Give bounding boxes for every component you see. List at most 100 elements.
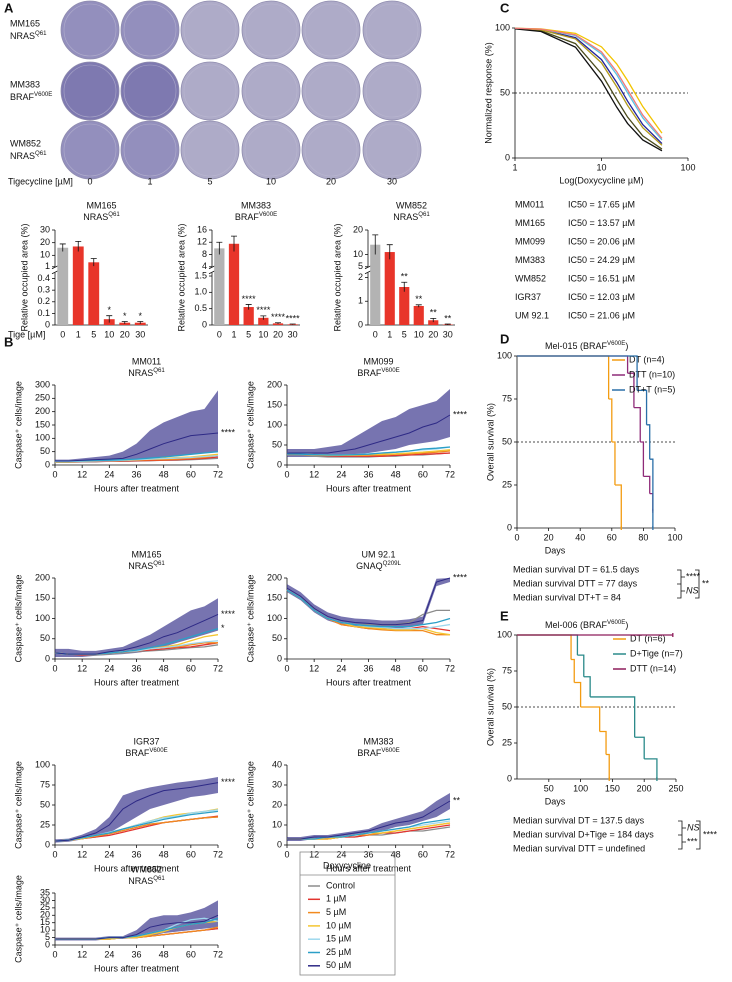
chart-subtitle: NRASQ61 bbox=[128, 560, 165, 571]
chart-subtitle: BRAFV600E bbox=[357, 747, 399, 758]
chart-title: WM852 bbox=[396, 200, 427, 210]
significance-label: **** bbox=[256, 305, 271, 315]
axis-break bbox=[208, 270, 216, 275]
x-tick-label: 100 bbox=[573, 783, 588, 793]
x-tick-label: 30 bbox=[135, 329, 145, 339]
series-line bbox=[55, 432, 219, 462]
x-tick-label: 36 bbox=[131, 663, 141, 673]
superscript: Q61 bbox=[153, 560, 165, 567]
colony-plate bbox=[241, 0, 301, 60]
bar bbox=[258, 317, 269, 325]
x-tick-label: 12 bbox=[77, 469, 87, 479]
significance-label: **** bbox=[703, 829, 718, 839]
chart-subtitle: NRASQ61 bbox=[128, 367, 165, 378]
colony-plate bbox=[120, 120, 180, 180]
error-bar bbox=[106, 315, 113, 323]
survival-step bbox=[599, 730, 607, 755]
chart-subtitle: NRASQ61 bbox=[393, 211, 430, 222]
survival-step bbox=[643, 475, 651, 494]
y-tick-label: 1.0 bbox=[194, 287, 207, 297]
chart-title: MM165 bbox=[131, 549, 161, 559]
y-tick-label: 20 bbox=[272, 799, 282, 809]
significance-label: *** bbox=[687, 836, 698, 846]
y-axis-label: Relative occupied area (%) bbox=[176, 223, 186, 331]
y-tick-label: 100 bbox=[35, 613, 50, 623]
panel-label: A bbox=[4, 0, 14, 15]
colony-plate bbox=[362, 61, 422, 121]
superscript: V600E bbox=[607, 340, 625, 347]
significance-label: ** bbox=[702, 578, 710, 588]
colony-plate bbox=[301, 0, 361, 60]
text-part: NRAS bbox=[128, 561, 153, 571]
survival-step bbox=[608, 398, 613, 442]
error-bar bbox=[444, 323, 451, 325]
y-axis-label: Caspase⁺ cells/image bbox=[245, 381, 255, 469]
x-tick-label: 0 bbox=[284, 663, 289, 673]
survival-step bbox=[640, 441, 645, 477]
x-tick-label: 20 bbox=[428, 329, 438, 339]
colony-plate bbox=[60, 61, 120, 121]
x-tick-label: 30 bbox=[443, 329, 453, 339]
stats-text: Median survival DTT = undefined bbox=[513, 843, 645, 853]
error-bar bbox=[137, 321, 144, 324]
chart-title: MM011 bbox=[132, 356, 161, 366]
significance-label: **** bbox=[286, 313, 301, 323]
colony-plate bbox=[301, 61, 361, 121]
y-tick-label: 10 bbox=[272, 819, 282, 829]
superscript: Q61 bbox=[35, 150, 47, 157]
significance-label: **** bbox=[453, 572, 468, 582]
series-line bbox=[287, 818, 451, 840]
x-tick-label: 40 bbox=[575, 532, 585, 542]
y-tick-label: 50 bbox=[272, 439, 282, 449]
dose-label: 20 bbox=[326, 176, 336, 186]
y-tick-label: 50 bbox=[40, 633, 50, 643]
legend-box bbox=[299, 851, 396, 976]
bar bbox=[88, 262, 100, 325]
dose-response-curve bbox=[514, 28, 663, 150]
superscript: Q61 bbox=[418, 211, 430, 218]
legend-label: D+Tige (n=7) bbox=[630, 648, 683, 658]
y-tick-label: 0 bbox=[358, 319, 363, 329]
y-tick-label: 5 bbox=[358, 261, 363, 271]
axis-break bbox=[364, 270, 372, 275]
stats-text: Median survival D+Tige = 184 days bbox=[513, 829, 654, 839]
dose-label: 1 bbox=[147, 176, 152, 186]
colony-plate bbox=[241, 120, 301, 180]
x-tick-label: 1 bbox=[231, 329, 236, 339]
bracket bbox=[696, 820, 701, 850]
x-tick-label: 60 bbox=[186, 469, 196, 479]
plate-rim bbox=[244, 64, 298, 118]
y-tick-label: 200 bbox=[35, 406, 50, 416]
y-tick-label: 300 bbox=[35, 379, 50, 389]
legend-label: 5 µM bbox=[326, 907, 346, 917]
bracket bbox=[695, 569, 700, 599]
y-tick-label: 16 bbox=[197, 224, 207, 234]
text-part: Mel-015 (BRAF bbox=[545, 341, 608, 351]
x-tick-label: 48 bbox=[391, 469, 401, 479]
significance-label: **** bbox=[271, 312, 286, 322]
plate-rim bbox=[183, 123, 237, 177]
significance-label: **** bbox=[221, 777, 236, 787]
text-part: NRAS bbox=[83, 212, 108, 222]
significance-label: ** bbox=[444, 313, 452, 323]
legend-label: 1 µM bbox=[326, 894, 346, 904]
y-tick-label: 100 bbox=[497, 629, 512, 639]
x-tick-label: 36 bbox=[131, 849, 141, 859]
y-tick-label: 0.4 bbox=[37, 273, 50, 283]
y-tick-label: 50 bbox=[500, 87, 510, 97]
y-axis-label: Caspase⁺ cells/image bbox=[13, 761, 23, 849]
x-tick-label: 72 bbox=[445, 849, 455, 859]
legend-label: Control bbox=[326, 880, 355, 890]
text-part: NRAS bbox=[128, 368, 153, 378]
y-tick-label: 1 bbox=[45, 261, 50, 271]
bracket bbox=[678, 820, 686, 850]
x-tick-label: 5 bbox=[246, 329, 251, 339]
y-tick-label: 200 bbox=[267, 379, 282, 389]
bar bbox=[57, 247, 69, 325]
survival-step bbox=[574, 681, 582, 707]
ic50-label: IC50 = 12.03 µM bbox=[568, 292, 635, 302]
y-tick-label: 35 bbox=[40, 887, 50, 897]
colony-plate bbox=[301, 120, 361, 180]
x-tick-label: 48 bbox=[391, 849, 401, 859]
x-tick-label: 24 bbox=[104, 469, 114, 479]
